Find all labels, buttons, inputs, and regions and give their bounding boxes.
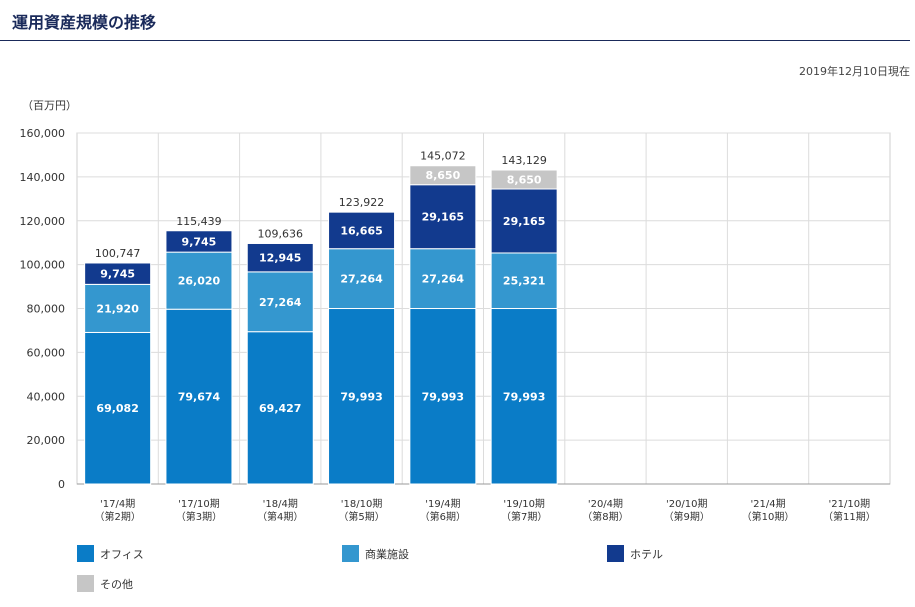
- legend-label: 商業施設: [365, 547, 409, 561]
- bar-segment: [409, 248, 477, 310]
- y-tick-label: 20,000: [27, 434, 66, 447]
- bar-value-label: 29,165: [422, 211, 464, 224]
- bar-value-label: 79,993: [503, 390, 545, 403]
- bar-segment: [409, 165, 477, 186]
- legend-item: 商業施設: [342, 545, 409, 562]
- y-tick-label: 0: [58, 478, 65, 491]
- bar-value-label: 9,745: [100, 268, 135, 281]
- y-axis-unit-label: （百万円）: [22, 99, 77, 112]
- bar-value-label: 21,920: [96, 302, 139, 315]
- legend-swatch: [607, 545, 624, 562]
- bar-value-label: 69,082: [96, 402, 138, 415]
- page-title: 運用資産規模の推移: [12, 13, 157, 32]
- bar-value-label: 25,321: [503, 275, 545, 288]
- y-tick-label: 140,000: [20, 171, 66, 184]
- bar-segment: [84, 262, 152, 285]
- bar-total-label: 109,636: [258, 227, 304, 240]
- y-tick-label: 60,000: [27, 346, 66, 359]
- bar-segment: [246, 271, 314, 333]
- bar-segment: [490, 188, 558, 254]
- legend-label: オフィス: [100, 547, 144, 561]
- bar-value-label: 79,993: [340, 390, 382, 403]
- x-tick-label: '20/10期: [666, 498, 708, 510]
- x-tick-label: '18/10期: [341, 498, 383, 510]
- x-tick-sublabel: （第4期）: [257, 510, 303, 523]
- bar-total-label: 143,129: [501, 154, 547, 167]
- bar-total-label: 123,922: [339, 196, 385, 209]
- y-tick-label: 160,000: [20, 127, 66, 140]
- x-tick-label: '20/4期: [588, 498, 623, 510]
- x-tick-sublabel: （第3期）: [176, 510, 222, 523]
- y-tick-label: 80,000: [27, 303, 66, 316]
- bar-total-label: 145,072: [420, 150, 466, 163]
- y-tick-label: 100,000: [20, 259, 66, 272]
- bar-segment: [328, 308, 396, 485]
- bar-total-label: 100,747: [95, 247, 141, 260]
- legend-label: その他: [100, 577, 133, 591]
- legend-swatch: [77, 575, 94, 592]
- bar-value-label: 8,650: [507, 173, 542, 186]
- bar-segment: [490, 308, 558, 485]
- x-tick-sublabel: （第10期）: [742, 510, 795, 523]
- bar-segment: [490, 252, 558, 310]
- bar-value-label: 79,674: [178, 391, 221, 404]
- x-tick-sublabel: （第7期）: [501, 510, 547, 523]
- x-tick-sublabel: （第11期）: [823, 510, 876, 523]
- bar-segment: [409, 184, 477, 250]
- y-tick-label: 40,000: [27, 390, 66, 403]
- bar-value-label: 29,165: [503, 215, 545, 228]
- bar-value-label: 9,745: [182, 235, 217, 248]
- x-tick-sublabel: （第8期）: [582, 510, 628, 523]
- bar-value-label: 69,427: [259, 402, 301, 415]
- x-tick-label: '19/4期: [425, 498, 460, 510]
- x-tick-sublabel: （第5期）: [338, 510, 384, 523]
- x-tick-sublabel: （第2期）: [94, 510, 140, 523]
- x-tick-label: '17/4期: [100, 498, 135, 510]
- x-tick-label: '21/4期: [750, 498, 785, 510]
- bar-value-label: 8,650: [425, 169, 460, 182]
- legend-swatch: [77, 545, 94, 562]
- bar-segment: [328, 211, 396, 250]
- x-tick-label: '18/4期: [263, 498, 298, 510]
- x-tick-label: '19/10期: [503, 498, 545, 510]
- bar-value-label: 16,665: [340, 224, 382, 237]
- bar-segment: [409, 308, 477, 485]
- bar-value-label: 27,264: [340, 273, 383, 286]
- stacked-bar-chart: 0 20,000 40,000 60,000 80,000 100,000 120,000 1…: [20, 127, 891, 523]
- bar-segment: [246, 242, 314, 273]
- bar-value-label: 12,945: [259, 252, 301, 265]
- legend-item: その他: [77, 575, 133, 592]
- x-tick-label: '21/10期: [829, 498, 871, 510]
- bar-segment: [165, 251, 233, 310]
- legend-item: オフィス: [77, 545, 144, 562]
- legend-label: ホテル: [630, 547, 663, 561]
- bar-segment: [165, 230, 233, 253]
- x-tick-label: '17/10期: [178, 498, 220, 510]
- chart-legend: オフィス 商業施設 ホテルその他: [77, 545, 907, 595]
- bar-value-label: 27,264: [259, 296, 302, 309]
- bar-value-label: 79,993: [422, 390, 464, 403]
- title-divider: [0, 40, 910, 41]
- bar-value-label: 27,264: [422, 273, 465, 286]
- legend-item: ホテル: [607, 545, 663, 562]
- legend-swatch: [342, 545, 359, 562]
- bar-value-label: 26,020: [178, 275, 221, 288]
- bar-total-label: 115,439: [176, 215, 222, 228]
- as-of-date: 2019年12月10日現在: [799, 65, 910, 78]
- x-tick-sublabel: （第9期）: [664, 510, 710, 523]
- y-tick-label: 120,000: [20, 215, 66, 228]
- bar-segment: [84, 331, 152, 485]
- x-tick-sublabel: （第6期）: [420, 510, 466, 523]
- bar-segment: [328, 248, 396, 310]
- bar-segment: [84, 283, 152, 333]
- bar-segment: [490, 169, 558, 190]
